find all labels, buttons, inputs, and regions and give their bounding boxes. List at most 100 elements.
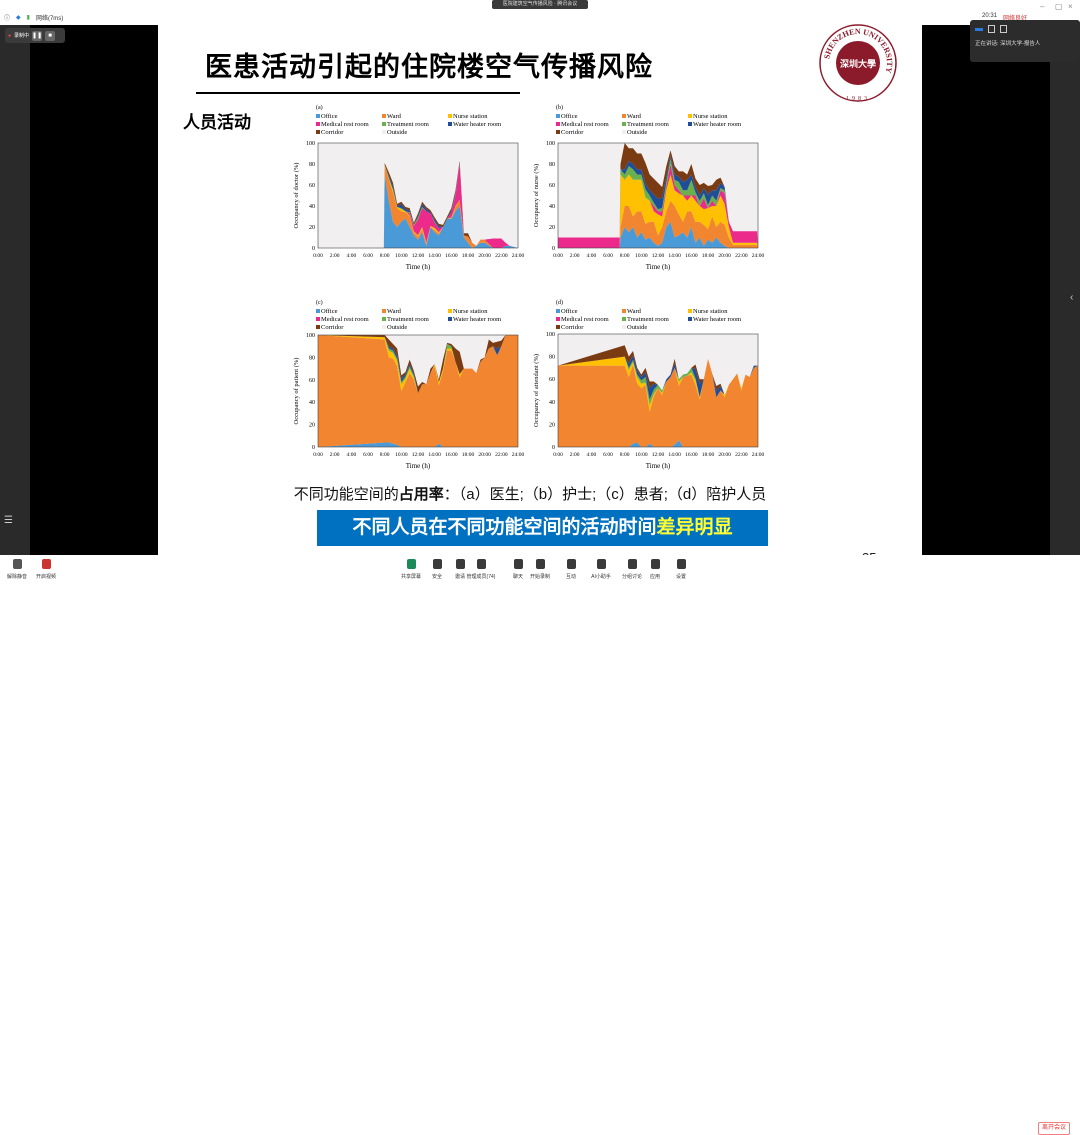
y-tick-label: 60 [309, 378, 315, 384]
share-screen-icon [406, 559, 416, 569]
legend-swatch [688, 114, 692, 118]
y-tick-label: 80 [549, 162, 555, 168]
presentation-slide [158, 25, 922, 555]
legend-entry: Corridor [561, 324, 584, 331]
toolbar-ai-assistant-button[interactable]: AI小助手 [581, 559, 621, 580]
panel-label: (c) [316, 299, 323, 306]
conclusion-banner: 不同人员在不同功能空间的活动时间差异明显 [317, 510, 768, 546]
toolbar-label: 应用 [649, 574, 660, 580]
legend-swatch [448, 309, 452, 313]
x-tick-label: 24:00 [752, 452, 765, 458]
network-status[interactable]: 网络(7ms) [35, 16, 64, 22]
panel-label: (b) [556, 104, 563, 111]
x-tick-label: 12:00 [652, 452, 665, 458]
caption-text: 不同功能空间的 [293, 486, 399, 503]
network-indicator[interactable]: 网络良好 [1003, 16, 1028, 22]
pause-recording-button[interactable]: ❚❚ [32, 30, 43, 41]
toolbar-members-button[interactable]: 管理成员(74) [461, 559, 501, 580]
legend-entry: Medical rest room [561, 316, 609, 323]
x-axis-label: Time (h) [646, 462, 671, 470]
video-button[interactable]: 开启视频 [26, 559, 66, 580]
y-axis-label: Occupancy of attendant (%) [533, 354, 540, 427]
title-bar: 医院建筑空气传播风险 · 腾讯会议 – ▢ × ⓘ ◆ ▮ 网络(7ms) 20… [0, 0, 1080, 25]
legend-entry: Outside [387, 324, 407, 331]
minimize-button[interactable]: – [1040, 2, 1045, 11]
list-icon[interactable]: ☰ [4, 515, 13, 526]
camera-icon [41, 559, 51, 569]
toolbar-label: 共享屏幕 [400, 574, 421, 580]
toolbar-chat-button[interactable]: 聊天 [498, 559, 538, 580]
x-tick-label: 22:00 [495, 452, 508, 458]
y-axis-label: Occupancy of patient (%) [293, 358, 300, 425]
legend-swatch [622, 317, 626, 321]
y-axis-label: Occupancy of doctor (%) [293, 163, 300, 229]
plot-frame [317, 142, 519, 249]
series-office [318, 442, 518, 447]
toolbar-invite-button[interactable]: 邀请 [440, 559, 480, 580]
chart-attendant-occupancy: (d) Office Ward Nurse station Medical rest r… [533, 299, 765, 470]
toolbar-record-button[interactable]: 开始录制 [520, 559, 560, 580]
legend-swatch [556, 309, 560, 313]
x-tick-label: 14:00 [668, 253, 681, 259]
mute-button[interactable]: 解除静音 [0, 559, 37, 580]
legend-swatch [448, 114, 452, 118]
x-tick-label: 14:00 [428, 253, 441, 259]
y-tick-label: 20 [309, 225, 315, 231]
y-tick-label: 80 [309, 162, 315, 168]
signal-icon: ▮ [26, 15, 30, 21]
shield-icon [432, 559, 442, 569]
legend-entry: Nurse station [693, 308, 728, 315]
legend-entry: Medical rest room [561, 121, 609, 128]
x-tick-label: 24:00 [752, 253, 765, 259]
toolbar-breakout-button[interactable]: 分组讨论 [612, 559, 652, 580]
x-tick-label: 14:00 [428, 452, 441, 458]
legend-swatch [382, 122, 386, 126]
legend-entry: Ward [627, 308, 642, 315]
x-tick-label: 8:00 [620, 452, 630, 458]
toolbar-shield-button[interactable]: 安全 [417, 559, 457, 580]
x-tick-label: 16:00 [445, 452, 458, 458]
legend-swatch [316, 130, 320, 134]
legend-entry: Nurse station [693, 113, 728, 120]
legend-entry: Office [321, 308, 338, 315]
x-tick-label: 12:00 [652, 253, 665, 259]
x-tick-label: 2:00 [330, 452, 340, 458]
gallery-view-icon[interactable] [988, 25, 995, 33]
legend-swatch [316, 309, 320, 313]
recording-label: 录制中 [14, 33, 30, 39]
leave-meeting-button[interactable]: 离开会议 [1038, 1122, 1070, 1135]
list-view-icon[interactable] [1000, 25, 1007, 33]
close-button[interactable]: × [1068, 2, 1073, 11]
maximize-button[interactable]: ▢ [1055, 2, 1063, 11]
x-tick-label: 16:00 [685, 253, 698, 259]
x-tick-label: 4:00 [586, 452, 596, 458]
x-tick-label: 2:00 [570, 253, 580, 259]
letterbox-left [30, 25, 158, 555]
toolbar-reaction-button[interactable]: 互动 [551, 559, 591, 580]
toolbar-settings-button[interactable]: 设置 [661, 559, 701, 580]
x-tick-label: 10:00 [635, 253, 648, 259]
info-icon[interactable]: ⓘ [4, 16, 11, 22]
toolbar-label: 互动 [565, 574, 576, 580]
toolbar-label: 分组讨论 [621, 574, 642, 580]
y-tick-label: 0 [312, 445, 315, 451]
speaker-panel: 正在讲话: 深圳大学-报告人 [970, 20, 1080, 62]
toolbar-apps-button[interactable]: 应用 [635, 559, 675, 580]
x-tick-label: 20:00 [718, 253, 731, 259]
toolbar-share-screen-button[interactable]: 共享屏幕 [391, 559, 431, 580]
speaker-view-icon[interactable] [975, 28, 983, 31]
stop-recording-button[interactable]: ■ [45, 30, 56, 41]
banner-text: 不同人员在不同功能空间的活动时间 [352, 517, 657, 538]
legend-swatch [556, 325, 560, 329]
x-tick-label: 18:00 [702, 452, 715, 458]
y-tick-label: 40 [549, 400, 555, 406]
apps-icon [650, 559, 660, 569]
breakout-icon [627, 559, 637, 569]
expand-panel-icon[interactable]: ‹ [1070, 292, 1074, 303]
video-label: 开启视频 [35, 574, 56, 580]
speaking-name: 深圳大学-报告人 [1000, 41, 1041, 47]
legend-entry: Water heater room [453, 316, 501, 323]
shield-icon[interactable]: ◆ [16, 15, 21, 21]
y-tick-label: 100 [546, 141, 555, 147]
x-tick-label: 24:00 [512, 253, 525, 259]
